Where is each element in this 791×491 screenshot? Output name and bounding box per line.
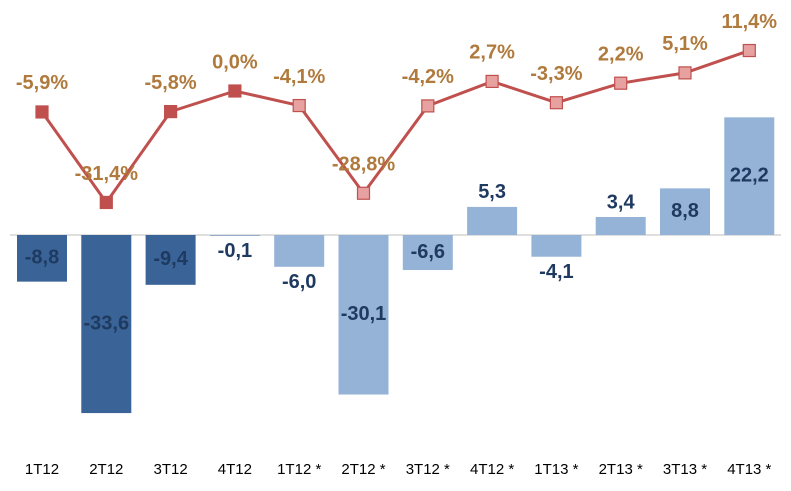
x-tick-label: 3T12 (153, 461, 187, 478)
x-tick-label: 1T12 * (277, 461, 321, 478)
x-tick-label: 4T12 * (470, 461, 514, 478)
line-value-label: 0,0% (212, 51, 258, 73)
x-tick-label: 2T12 * (341, 461, 385, 478)
line-marker (99, 195, 113, 210)
line (40, 49, 750, 206)
line-value-label: -5,8% (144, 72, 196, 94)
line-value-label: -5,9% (16, 72, 68, 94)
line-value-label: -4,1% (273, 66, 325, 88)
bar (402, 235, 453, 270)
line-value-label: -3,3% (530, 63, 582, 85)
bar-value-label: -0,1 (218, 240, 252, 262)
line-marker (356, 186, 371, 200)
x-tick-label: 2T12 (89, 461, 123, 478)
line-value-label: 2,7% (469, 42, 515, 64)
line-marker (678, 66, 692, 80)
line-value-label: -31,4% (75, 163, 139, 185)
x-tick-label: 1T12 (25, 461, 59, 478)
bar-value-label: 5,3 (478, 181, 506, 203)
line-value-label: 2,2% (598, 43, 644, 65)
bar (145, 235, 196, 285)
bar (595, 216, 646, 235)
bar (81, 235, 132, 414)
x-tick-label: 3T13 * (663, 461, 707, 478)
bar (274, 235, 325, 267)
x-tick-label: 4T12 (218, 461, 252, 478)
bar (338, 235, 389, 395)
x-tick-label: 1T13 * (534, 461, 578, 478)
x-tick-label: 2T13 * (599, 461, 643, 478)
bar-value-label: -8,8 (25, 247, 59, 269)
line-marker (164, 104, 178, 119)
bar-value-label: 3,4 (607, 191, 636, 213)
line-marker (485, 74, 499, 89)
line-marker (228, 84, 242, 98)
bar (467, 206, 518, 235)
bar (209, 235, 260, 236)
bar-value-label: -33,6 (84, 312, 130, 334)
bar-value-label: -4,1 (539, 261, 573, 283)
bar-value-label: -30,1 (341, 303, 387, 325)
line-value-label: 11,4% (721, 11, 777, 33)
line-marker (421, 99, 435, 113)
bar-value-label: 8,8 (671, 200, 699, 222)
bar (531, 235, 582, 257)
bar-value-label: -6,0 (282, 271, 316, 293)
line-marker (549, 96, 564, 110)
line-value-label: -28,8% (332, 154, 396, 176)
line-marker (35, 105, 49, 119)
x-tick-label: 4T13 * (727, 461, 771, 478)
bar-value-label: -6,6 (411, 241, 445, 263)
bar-value-label: -9,4 (153, 248, 188, 270)
bar (660, 188, 710, 235)
bar-value-label: 22,2 (730, 164, 769, 186)
line-value-label: 5,1% (662, 33, 708, 55)
line-marker (292, 98, 306, 113)
x-tick-label: 3T12 * (406, 461, 450, 478)
line-marker (614, 76, 628, 90)
bar (17, 235, 67, 282)
line-value-label: -4,2% (402, 66, 454, 88)
line-marker (742, 43, 756, 58)
bar (724, 117, 775, 235)
